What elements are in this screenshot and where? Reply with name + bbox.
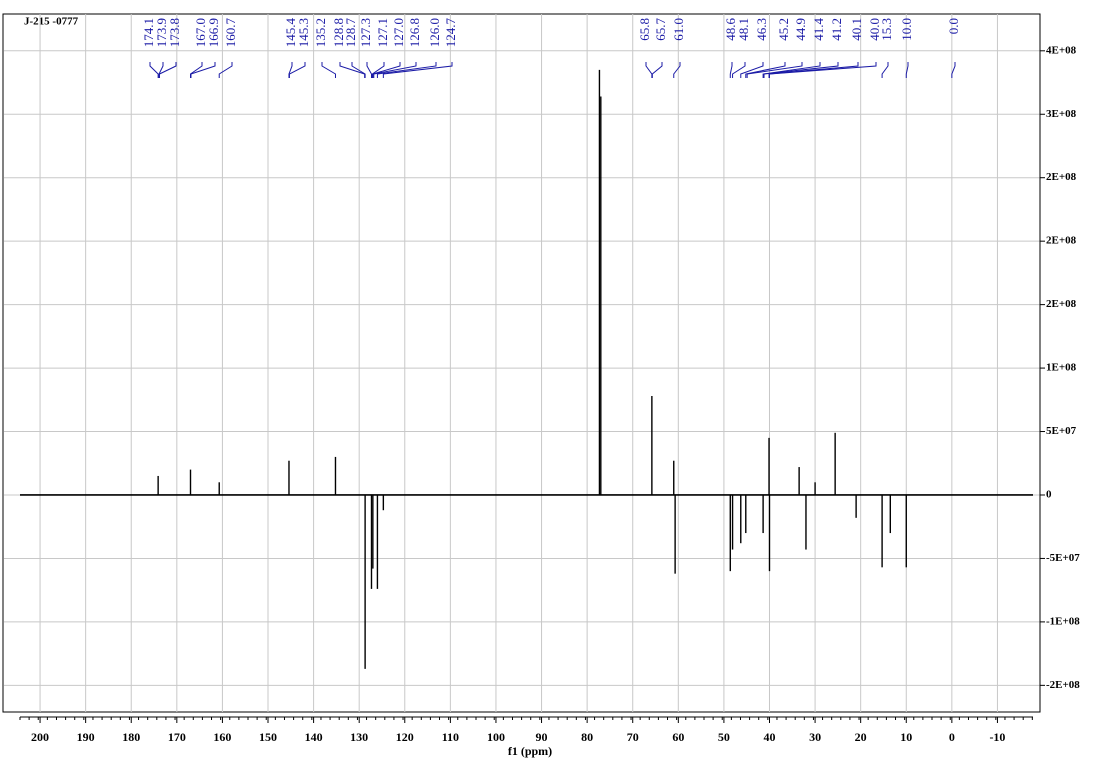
peak-label-connector (218, 62, 233, 78)
y-tick-label: 4E+08 (1046, 44, 1077, 56)
x-tick-label: 170 (168, 730, 186, 744)
peak-label-connector (905, 62, 909, 78)
peak-label: 167.0 (193, 18, 208, 47)
peak-label: 48.6 (723, 18, 738, 41)
y-tick-label: 1E+08 (1046, 362, 1077, 374)
peak-label: 0.0 (946, 18, 961, 34)
x-tick-label: 80 (581, 730, 593, 744)
peak-label: 61.0 (671, 18, 686, 41)
peak-label-connector (372, 62, 401, 78)
peak-label: 44.9 (793, 18, 808, 41)
peak-label: 65.8 (637, 18, 652, 41)
peak-label-connector (376, 62, 437, 78)
peak-label: 65.7 (653, 18, 668, 41)
x-tick-label: 130 (350, 730, 368, 744)
peak-label: 48.1 (736, 18, 751, 41)
y-tick-label: 2E+08 (1046, 298, 1077, 310)
peak-label: 41.4 (811, 18, 826, 41)
peak-label: 41.2 (829, 18, 844, 41)
x-tick-label: 160 (213, 730, 231, 744)
peak-label-connector (729, 62, 733, 78)
x-tick-label: 30 (809, 730, 821, 744)
peak-label: 127.1 (375, 18, 390, 47)
peak-label: 173.9 (154, 18, 169, 47)
peak-label: 145.4 (283, 18, 298, 48)
y-tick-label: -2E+08 (1046, 679, 1080, 691)
peak-label: 160.7 (223, 18, 238, 48)
peak-label-connector (190, 62, 203, 78)
peak-label: 126.8 (407, 18, 422, 47)
peak-label-connector (732, 62, 746, 78)
x-tick-label: 40 (763, 730, 775, 744)
x-tick-label: -10 (989, 730, 1005, 744)
peak-label: 127.3 (358, 18, 373, 47)
peak-label-connector (745, 62, 786, 78)
peak-label: 174.1 (141, 18, 156, 47)
x-tick-label: 90 (536, 730, 548, 744)
x-tick-label: 120 (396, 730, 414, 744)
x-tick-label: 0 (949, 730, 955, 744)
peak-label: 145.3 (296, 18, 311, 47)
peak-label: 45.2 (776, 18, 791, 41)
peak-label-connector (768, 62, 859, 78)
peak-label: 40.0 (867, 18, 882, 41)
y-tick-label: -1E+08 (1046, 615, 1080, 627)
peak-label-connector (288, 62, 306, 78)
y-tick-label: 5E+07 (1046, 425, 1077, 437)
peak-label: 135.2 (313, 18, 328, 47)
peak-label-connector (740, 62, 764, 78)
peak-label: 15.3 (879, 18, 894, 41)
peak-label-connector (951, 62, 956, 78)
peak-label: 126.0 (427, 18, 442, 47)
x-tick-label: 50 (718, 730, 730, 744)
x-tick-label: 10 (900, 730, 912, 744)
peak-label: 173.8 (167, 18, 182, 47)
peak-label-connector (382, 62, 453, 78)
x-tick-label: 20 (855, 730, 867, 744)
x-tick-label: 180 (122, 730, 140, 744)
peak-label-connector (190, 62, 216, 78)
peak-label-connector (351, 62, 366, 78)
peak-label: 10.0 (899, 18, 914, 41)
peak-label-connector (673, 62, 681, 78)
peak-label: 127.0 (391, 18, 406, 47)
y-tick-label: 2E+08 (1046, 235, 1077, 247)
y-tick-label: 0 (1046, 489, 1052, 501)
peak-label-connector (651, 62, 663, 78)
x-tick-label: 200 (31, 730, 49, 744)
y-tick-label: 3E+08 (1046, 108, 1077, 120)
peak-label: 46.3 (754, 18, 769, 41)
peak-label: 40.1 (849, 18, 864, 41)
peak-label-connector (746, 62, 803, 78)
plot-frame (2, 13, 1041, 713)
peak-label-connector (768, 62, 877, 78)
sample-label: J-215 -0777 (24, 16, 79, 28)
peak-label-connector (159, 62, 177, 78)
peak-label: 166.9 (206, 18, 221, 47)
x-tick-label: 60 (672, 730, 684, 744)
x-axis-title: f1 (ppm) (508, 744, 552, 758)
peak-label-connector (762, 62, 821, 78)
peak-label: 124.7 (443, 18, 458, 48)
peak-label-connector (373, 62, 417, 78)
y-tick-label: 2E+08 (1046, 171, 1077, 183)
peak-label-connector (645, 62, 653, 78)
y-tick-label: -5E+07 (1046, 552, 1080, 564)
x-tick-label: 190 (77, 730, 95, 744)
peak-label: 128.7 (343, 18, 358, 48)
peak-label-connector (149, 62, 159, 78)
x-tick-label: 70 (627, 730, 639, 744)
peak-label-connector (366, 62, 372, 78)
x-tick-label: 110 (442, 730, 459, 744)
peak-label-connector (321, 62, 336, 78)
x-tick-label: 150 (259, 730, 277, 744)
x-tick-label: 100 (487, 730, 505, 744)
x-tick-label: 140 (305, 730, 323, 744)
peak-label-connector (881, 62, 889, 78)
peak-label-connector (763, 62, 839, 78)
peak-label: 128.8 (331, 18, 346, 47)
